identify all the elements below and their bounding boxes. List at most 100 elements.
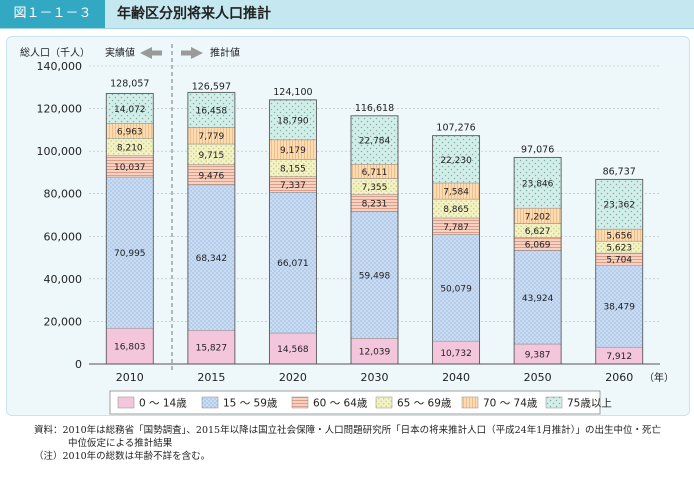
x-tick-label: 2050 (524, 371, 552, 384)
data-label: 5,623 (606, 244, 632, 254)
arrow-left-icon (140, 47, 162, 59)
data-label: 23,846 (522, 179, 554, 189)
legend-label: 15 ～ 59歳 (223, 398, 278, 410)
data-label: 5,704 (606, 256, 632, 266)
x-tick-label: 2020 (279, 371, 307, 384)
total-label: 86,737 (603, 166, 636, 177)
bar-segment (269, 99, 317, 141)
x-tick-label: 2040 (442, 371, 470, 384)
legend-label: 65 ～ 69歳 (397, 398, 452, 410)
arrow-right-icon (181, 47, 203, 59)
data-label: 15,827 (196, 344, 228, 354)
y-tick-label: 60,000 (44, 230, 83, 243)
y-tick-label: 20,000 (44, 315, 83, 328)
x-tick-label: 2015 (197, 371, 225, 384)
legend-swatch (461, 396, 479, 409)
legend-label: 0 ～ 14歳 (139, 398, 187, 410)
data-label: 7,584 (443, 188, 469, 198)
legend-swatch (201, 396, 219, 409)
total-label: 126,597 (192, 82, 231, 93)
legend-label: 70 ～ 74歳 (483, 398, 538, 410)
legend-swatch (291, 396, 309, 409)
legend-label: 75歳以上 (567, 398, 612, 410)
data-label: 6,627 (525, 227, 551, 237)
data-label: 7,779 (198, 132, 224, 142)
total-label: 128,057 (110, 78, 149, 89)
legend-swatch (375, 396, 393, 409)
data-label: 68,342 (196, 254, 228, 264)
data-label: 16,803 (114, 343, 146, 353)
y-tick-label: 140,000 (37, 60, 83, 73)
data-label: 14,568 (277, 345, 309, 355)
figure-header: 図１－１－３ 年齢区分別将来人口推計 (0, 0, 694, 29)
data-label: 23,362 (603, 201, 635, 211)
x-axis-unit: （年） (644, 371, 674, 384)
y-tick-label: 40,000 (44, 273, 83, 286)
data-label: 8,210 (117, 144, 143, 154)
data-label: 6,963 (117, 127, 143, 137)
data-label: 8,865 (443, 205, 469, 215)
data-label: 66,071 (277, 259, 309, 269)
total-label: 124,100 (273, 87, 312, 98)
legend-label: 60 ～ 64歳 (313, 398, 368, 410)
bar-segment (350, 115, 399, 165)
source-line-1: 資料：2010年は総務省「国勢調査」、2015年以降は国立社会保障・人口問題研究… (34, 425, 661, 436)
source-line-2: 中位仮定による推計結果 (68, 438, 173, 449)
data-label: 7,337 (280, 181, 306, 191)
data-label: 9,715 (198, 151, 224, 161)
bar-segment (187, 92, 236, 128)
source-note-line: （注）2010年の総数は年齢不詳を含む。 (34, 451, 211, 462)
bar-segment (350, 338, 399, 365)
bar-segment (350, 211, 399, 339)
total-label: 97,076 (521, 144, 554, 155)
legend: 0 ～ 14歳 15 ～ 59歳 60 ～ 64歳 65 ～ 69歳 70 ～ 74歳 7… (117, 396, 612, 410)
bar-segment (269, 332, 317, 365)
y-tick-label: 100,000 (37, 145, 83, 158)
data-label: 8,231 (362, 199, 388, 209)
y-axis-title: 総人口（千人） (20, 46, 90, 59)
data-label: 8,155 (280, 165, 306, 175)
bar-segment (432, 135, 480, 184)
data-label: 59,498 (359, 272, 391, 282)
data-label: 7,355 (362, 183, 388, 193)
y-tick-label: 0 (75, 358, 82, 371)
bars: 16,803 70,995 10,037 8,210 6,963 14,072 128,05… (105, 78, 644, 365)
total-label: 107,276 (436, 123, 475, 134)
data-label: 70,995 (114, 249, 146, 259)
total-label: 116,618 (355, 103, 394, 114)
data-label: 7,787 (443, 223, 469, 233)
x-axis-ticks: 2010 2015 2020 2030 2040 2050 2060 (116, 371, 633, 384)
legend-swatch (117, 396, 135, 409)
y-tick-label: 80,000 (44, 188, 83, 201)
data-label: 7,912 (606, 352, 632, 362)
y-axis-ticks: 0 20,000 40,000 60,000 80,000 100,000 120,000 1… (37, 60, 83, 371)
x-tick-label: 2010 (116, 371, 144, 384)
data-label: 6,069 (525, 241, 551, 251)
data-label: 22,230 (440, 156, 472, 166)
data-label: 16,458 (196, 106, 228, 116)
data-label: 9,387 (525, 351, 551, 361)
data-label: 22,784 (359, 137, 391, 147)
data-label: 10,037 (114, 163, 146, 173)
actual-label: 実績値 (105, 46, 135, 59)
data-label: 50,079 (440, 284, 472, 294)
bar-segment (269, 192, 317, 334)
data-label: 18,790 (277, 116, 309, 126)
x-tick-label: 2030 (361, 371, 389, 384)
data-label: 9,476 (198, 171, 224, 181)
bar-segment (432, 234, 480, 342)
bar-segment (513, 250, 562, 345)
data-label: 9,179 (280, 146, 306, 156)
figure-title: 年齢区分別将来人口推計 (117, 6, 271, 22)
projection-label: 推計値 (210, 46, 240, 59)
source-note: 資料：2010年は総務省「国勢調査」、2015年以降は国立社会保障・人口問題研究… (34, 424, 674, 463)
data-label: 5,656 (606, 232, 632, 242)
data-label: 10,732 (440, 349, 472, 359)
figure-number: 図１－１－３ (0, 0, 105, 28)
data-label: 6,711 (362, 168, 388, 178)
x-tick-label: 2060 (605, 371, 633, 384)
legend-swatch (545, 396, 563, 409)
data-label: 38,479 (603, 303, 635, 313)
